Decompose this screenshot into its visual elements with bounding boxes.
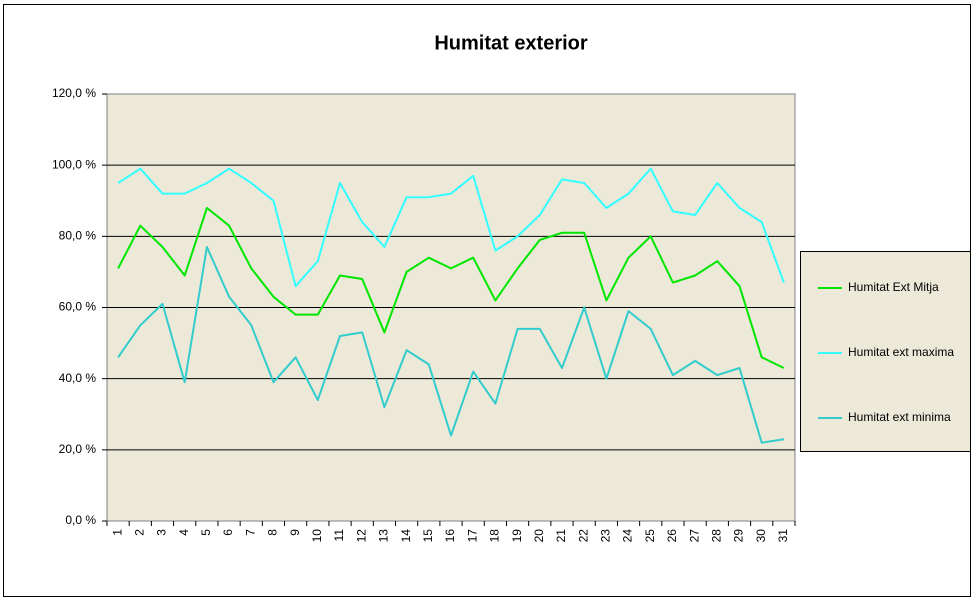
x-tick-label: 26 — [665, 529, 679, 543]
x-tick-label: 8 — [266, 529, 280, 536]
x-tick-label: 6 — [221, 529, 235, 536]
legend-label: Humitat ext minima — [848, 410, 951, 424]
x-tick-label: 9 — [288, 529, 302, 536]
y-tick-label: 80,0 % — [59, 229, 97, 243]
x-tick-label: 29 — [732, 529, 746, 543]
series-line — [117, 206, 785, 369]
x-tick-label: 22 — [576, 529, 590, 543]
x-tick-label: 19 — [510, 529, 524, 543]
x-tick-label: 27 — [687, 529, 701, 543]
x-tick-label: 16 — [443, 529, 457, 543]
x-tick-label: 31 — [776, 529, 790, 543]
x-tick-label: 23 — [599, 529, 613, 543]
x-tick-label: 10 — [310, 529, 324, 543]
x-tick-label: 1 — [110, 529, 124, 536]
x-tick-label: 3 — [155, 529, 169, 536]
x-tick-label: 12 — [354, 529, 368, 543]
x-tick-label: 20 — [532, 529, 546, 543]
x-tick-label: 14 — [399, 529, 413, 543]
x-tick-label: 11 — [332, 529, 346, 542]
series-line — [117, 246, 785, 444]
x-tick-label: 15 — [421, 529, 435, 543]
x-tick-label: 17 — [465, 529, 479, 543]
y-tick-label: 120,0 % — [52, 86, 96, 100]
y-tick-label: 60,0 % — [59, 300, 97, 314]
x-tick-label: 21 — [554, 529, 568, 543]
x-tick-label: 7 — [243, 529, 257, 536]
chart-title: Humitat exterior — [434, 32, 588, 54]
x-tick-label: 18 — [488, 529, 502, 543]
x-tick-label: 5 — [199, 529, 213, 536]
x-tick-label: 24 — [621, 529, 635, 543]
x-tick-label: 30 — [754, 529, 768, 543]
x-tick-label: 25 — [643, 529, 657, 543]
legend-label: Humitat ext maxima — [848, 345, 954, 359]
y-tick-label: 40,0 % — [59, 371, 97, 385]
y-tick-label: 100,0 % — [52, 157, 96, 171]
x-tick-label: 4 — [177, 529, 191, 536]
legend-label: Humitat Ext Mitja — [848, 280, 939, 294]
x-tick-label: 28 — [709, 529, 723, 543]
y-tick-label: 20,0 % — [59, 442, 97, 456]
y-tick-label: 0,0 % — [65, 513, 96, 527]
x-tick-label: 2 — [132, 529, 146, 536]
x-tick-label: 13 — [377, 529, 391, 543]
series-line — [117, 167, 785, 288]
